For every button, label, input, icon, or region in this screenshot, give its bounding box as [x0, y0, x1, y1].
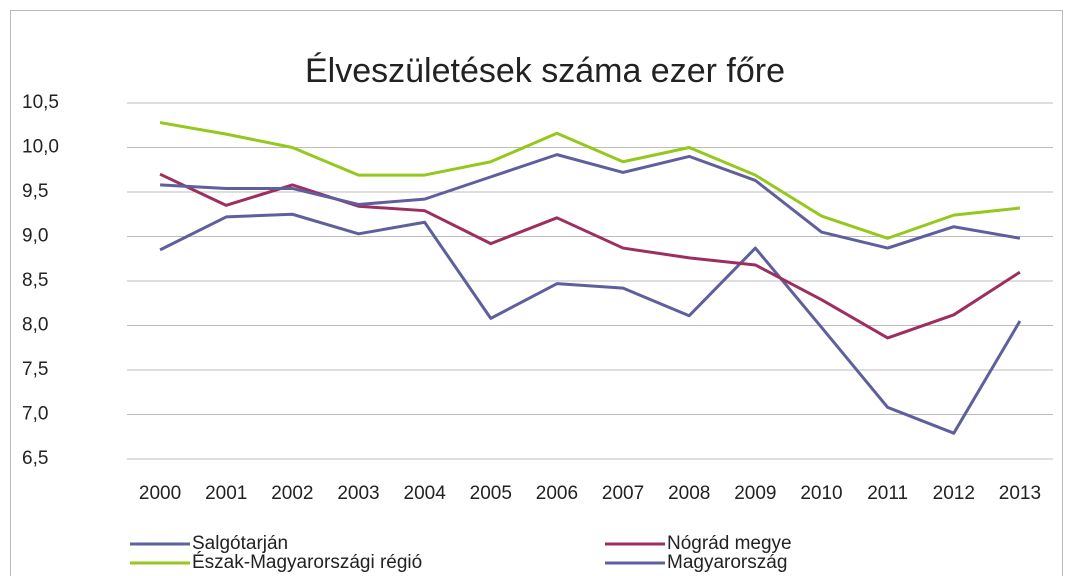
x-tick-label: 2003 — [337, 483, 379, 504]
x-tick-label: 2012 — [933, 483, 975, 504]
x-tick-label: 2009 — [734, 483, 776, 504]
y-tick-label: 10,5 — [22, 92, 59, 113]
legend-label: Salgótarján — [192, 533, 288, 554]
x-tick-label: 2013 — [999, 483, 1041, 504]
x-tick-label: 2000 — [139, 483, 181, 504]
y-tick-label: 7,0 — [22, 404, 48, 425]
x-tick-label: 2002 — [271, 483, 313, 504]
y-tick-label: 9,0 — [22, 226, 48, 247]
y-tick-label: 9,5 — [22, 181, 48, 202]
legend-label: Nógrád megye — [667, 533, 792, 554]
y-tick-label: 10,0 — [22, 137, 59, 158]
x-tick-label: 2011 — [867, 483, 908, 504]
x-tick-label: 2005 — [470, 483, 512, 504]
chart-title: Élveszületések száma ezer főre — [305, 52, 785, 90]
series-line — [159, 212, 1022, 435]
x-tick-label: 2001 — [205, 483, 247, 504]
legend-label: Észak-Magyarországi régió — [192, 552, 422, 573]
x-tick-label: 2006 — [536, 483, 578, 504]
series-line — [159, 172, 1021, 340]
x-tick-label: 2004 — [404, 483, 447, 504]
series-line — [159, 153, 1021, 250]
legend-label: Magyarország — [667, 552, 787, 573]
x-tick-label: 2007 — [602, 483, 644, 504]
x-tick-label: 2010 — [800, 483, 842, 504]
y-tick-label: 7,5 — [22, 359, 48, 380]
y-tick-label: 6,5 — [22, 448, 48, 469]
series-line — [159, 121, 1021, 240]
y-tick-label: 8,0 — [22, 315, 48, 336]
y-tick-label: 8,5 — [22, 270, 48, 291]
x-tick-label: 2008 — [668, 483, 710, 504]
